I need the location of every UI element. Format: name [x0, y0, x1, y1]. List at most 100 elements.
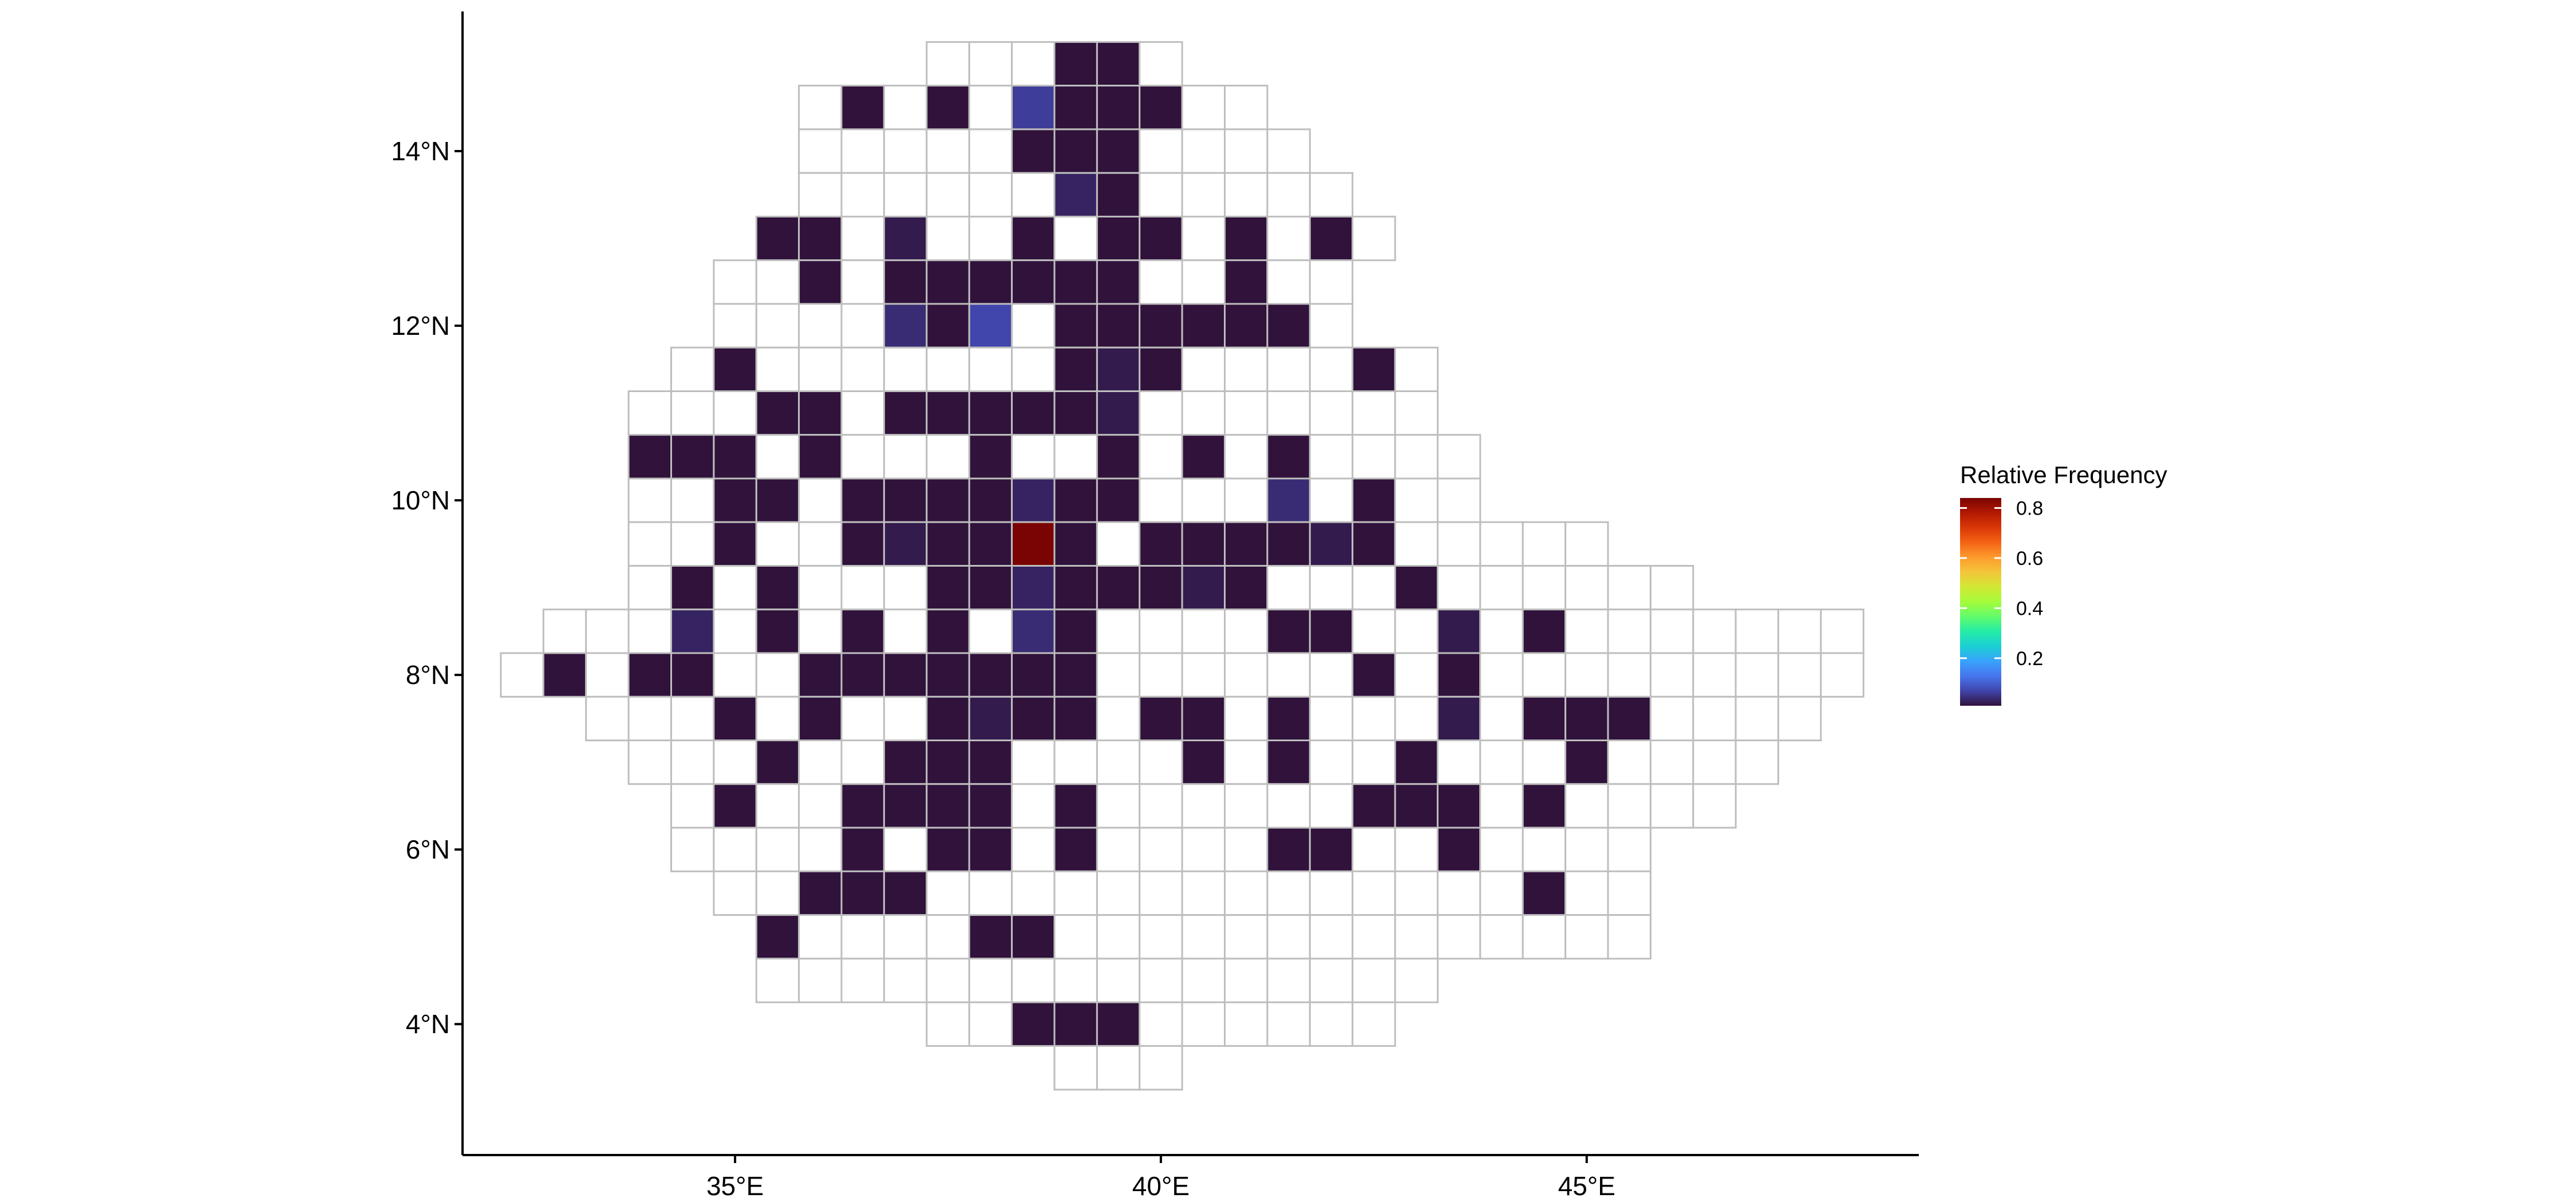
grid-cell-empty — [1692, 608, 1737, 654]
grid-cell-empty — [798, 128, 843, 174]
grid-cell-filled — [1181, 521, 1226, 567]
grid-cell-empty — [755, 695, 800, 742]
grid-cell-empty — [1522, 521, 1567, 567]
grid-cell-filled — [1266, 740, 1311, 785]
grid-cell-empty — [1139, 259, 1183, 305]
grid-cell-empty — [1224, 870, 1269, 916]
grid-cell-empty — [1096, 608, 1141, 654]
grid-cell-empty — [585, 695, 630, 742]
grid-cell-filled — [1522, 695, 1567, 742]
grid-cell-filled — [1053, 346, 1098, 393]
grid-cell-filled — [755, 215, 800, 262]
grid-cell-empty — [1181, 215, 1226, 262]
grid-cell-filled — [1096, 346, 1141, 393]
grid-cell-empty — [1735, 652, 1780, 698]
grid-cell-filled — [840, 477, 885, 523]
grid-cell-filled — [1096, 172, 1141, 218]
grid-cell-filled — [1181, 434, 1226, 480]
grid-cell-filled — [1139, 215, 1183, 262]
grid-cell-empty — [1266, 259, 1311, 305]
grid-cell-empty — [840, 958, 885, 1003]
grid-cell-empty — [1224, 958, 1269, 1003]
grid-cell-empty — [670, 390, 715, 436]
grid-cell-empty — [1436, 740, 1481, 785]
grid-cell-empty — [755, 346, 800, 393]
grid-cell-filled — [713, 783, 757, 829]
grid-cell-filled — [1352, 783, 1396, 829]
grid-cell-empty — [1224, 914, 1269, 960]
grid-cell-empty — [1139, 1045, 1183, 1091]
grid-cell-empty — [1735, 695, 1780, 742]
grid-cell-empty — [713, 608, 757, 654]
grid-cell-filled — [798, 695, 843, 742]
grid-cell-filled — [755, 390, 800, 436]
grid-cell-empty — [542, 608, 587, 654]
grid-cell-empty — [840, 303, 885, 349]
grid-cell-empty — [1181, 652, 1226, 698]
grid-cell-filled — [883, 870, 928, 916]
grid-cell-filled — [670, 652, 715, 698]
grid-cell-empty — [1011, 172, 1056, 218]
grid-cell-filled — [926, 783, 970, 829]
grid-cell-empty — [1735, 740, 1780, 785]
grid-cell-empty — [1224, 390, 1269, 436]
grid-cell-filled — [1266, 695, 1311, 742]
grid-cell-empty — [627, 740, 672, 785]
grid-cell-empty — [1224, 695, 1269, 742]
grid-cell-filled — [1096, 434, 1141, 480]
grid-cell-empty — [1181, 958, 1226, 1003]
grid-cell-empty — [670, 521, 715, 567]
grid-cell-filled — [1309, 827, 1354, 872]
grid-cell-empty — [1139, 740, 1183, 785]
grid-cell-empty — [1479, 870, 1524, 916]
grid-cell-empty — [926, 346, 970, 393]
grid-cell-empty — [1777, 652, 1822, 698]
grid-cell-empty — [926, 172, 970, 218]
grid-cell-filled — [1394, 783, 1439, 829]
grid-cell-empty — [1394, 652, 1439, 698]
grid-cell-empty — [1181, 259, 1226, 305]
grid-cell-filled — [670, 565, 715, 611]
legend-tick-label: 0.8 — [2016, 497, 2043, 519]
grid-cell-empty — [1309, 958, 1354, 1003]
grid-cell-empty — [1607, 870, 1652, 916]
grid-cell-empty — [1266, 390, 1311, 436]
grid-cell-empty — [798, 958, 843, 1003]
grid-cell-empty — [1309, 914, 1354, 960]
grid-cell-filled — [798, 390, 843, 436]
grid-cell-filled — [1181, 695, 1226, 742]
grid-cell-empty — [840, 914, 885, 960]
grid-cell-filled — [1522, 608, 1567, 654]
grid-cell-filled — [1266, 521, 1311, 567]
grid-cell-filled — [755, 477, 800, 523]
grid-cell-empty — [1607, 565, 1652, 611]
grid-cell-empty — [1181, 346, 1226, 393]
grid-cell-empty — [1053, 215, 1098, 262]
grid-cell-empty — [1266, 172, 1311, 218]
grid-cell-empty — [883, 695, 928, 742]
grid-cell-empty — [1479, 652, 1524, 698]
grid-cell-empty — [968, 608, 1013, 654]
grid-cell-empty — [1139, 128, 1183, 174]
grid-cell-empty — [1139, 608, 1183, 654]
grid-cell-filled — [968, 565, 1013, 611]
grid-cell-empty — [755, 259, 800, 305]
grid-cell-empty — [968, 172, 1013, 218]
grid-cell-empty — [670, 827, 715, 872]
grid-cell-empty — [1479, 914, 1524, 960]
legend-ticks: 0.2 0.4 0.6 0.8 — [1960, 497, 2043, 670]
grid-cell-filled — [883, 215, 928, 262]
grid-cell-filled — [883, 259, 928, 305]
grid-cell-empty — [1011, 346, 1056, 393]
grid-cell-empty — [1181, 477, 1226, 523]
grid-cell-empty — [1309, 783, 1354, 829]
grid-cell-empty — [1649, 783, 1694, 829]
grid-cell-empty — [1011, 434, 1056, 480]
grid-cell-empty — [1224, 477, 1269, 523]
grid-cell-empty — [670, 477, 715, 523]
legend-tick-label: 0.2 — [2016, 648, 2043, 670]
grid-cell-filled — [1011, 128, 1056, 174]
grid-cell-filled — [713, 434, 757, 480]
grid-cell-empty — [1436, 434, 1481, 480]
